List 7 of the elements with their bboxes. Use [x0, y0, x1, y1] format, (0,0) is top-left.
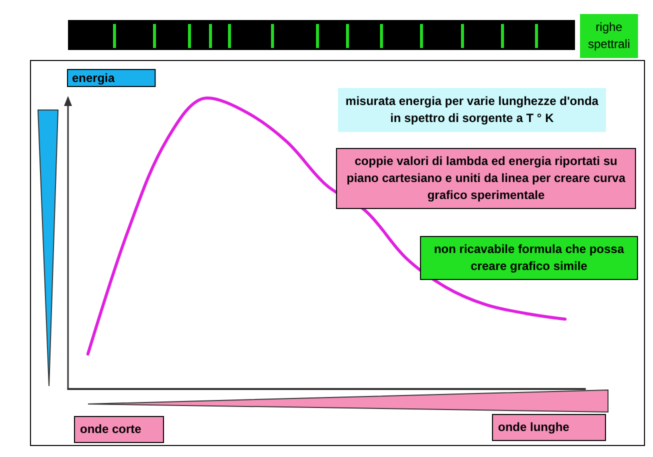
y-axis-title: energia [72, 71, 116, 85]
text: onde corte [74, 416, 164, 443]
annotation: coppie valori di lambda ed energia riportati su piano cartesiano e uniti da linea per creare curva grafico sperimentale [336, 148, 636, 209]
annotation: misurata energia per varie lunghezze d'onda in spettro di sorgente a T ° K [338, 88, 606, 132]
annotation: non ricavabile formula che possa creare grafico simile [420, 236, 638, 280]
text: onde lunghe [492, 414, 606, 441]
text: righe spettrali [580, 14, 638, 58]
